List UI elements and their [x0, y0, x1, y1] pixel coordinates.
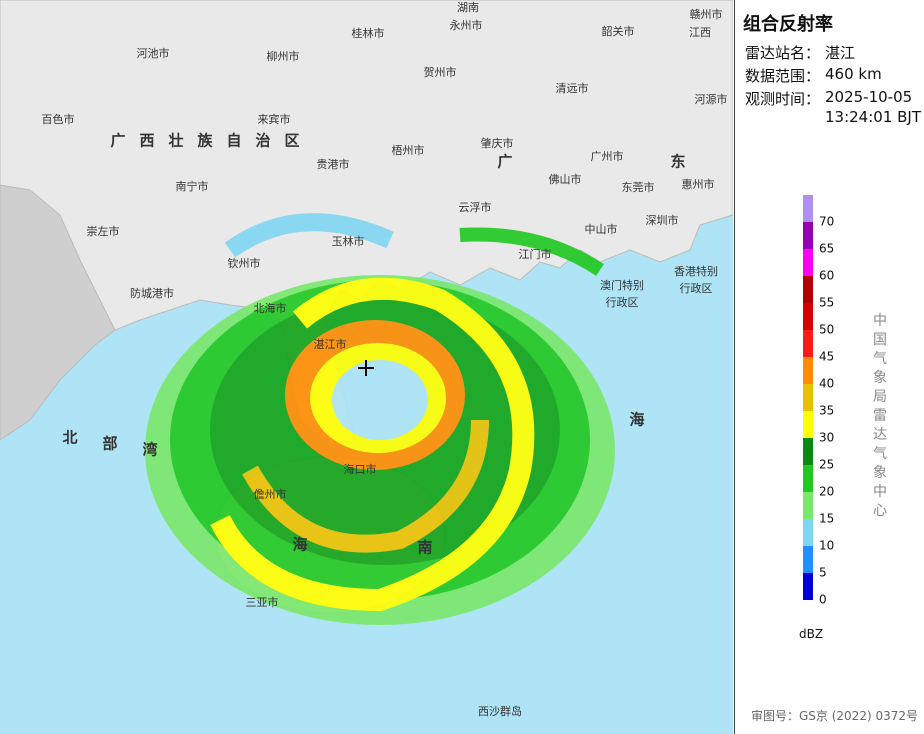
radar-echo — [145, 213, 615, 625]
map-label: 湛江市 — [314, 337, 347, 351]
map-label: 澳门特别 — [600, 278, 644, 292]
legend-swatch — [803, 384, 813, 411]
credit: 审图号：GS京 (2022) 0372号 — [751, 709, 918, 723]
map-label: 佛山市 — [549, 172, 582, 186]
vietnam — [0, 184, 116, 441]
map-label: 南宁市 — [176, 179, 209, 193]
legend-swatch — [803, 195, 813, 222]
legend-tick-label: 40 — [819, 377, 834, 391]
legend-tick-label: 55 — [819, 296, 834, 310]
map-label: 儋州市 — [254, 487, 287, 501]
map-label: 东莞市 — [622, 180, 655, 194]
map-label: 柳州市 — [267, 49, 300, 63]
legend-swatch — [803, 573, 813, 600]
map-label: 河源市 — [695, 92, 728, 106]
info-label: 数据范围： — [745, 67, 821, 85]
sidebar: 组合反射率 雷达站名： 湛江 数据范围： 460 km 观测时间： 2025-10-05 1… — [734, 0, 924, 734]
map-label: 肇庆市 — [481, 136, 514, 150]
map-label: 永州市 — [450, 18, 483, 32]
legend-tick-label: 10 — [819, 539, 834, 553]
map-label: 北 — [62, 429, 77, 447]
info-label: 雷达站名： — [745, 44, 821, 62]
legend-tick-label: 5 — [819, 566, 827, 580]
map-label: 行政区 — [606, 295, 639, 309]
map-label: 湖南 — [457, 1, 479, 14]
legend-tick-label: 45 — [819, 350, 834, 364]
map-label: 桂林市 — [352, 26, 385, 40]
legend-tick-label: 30 — [819, 431, 834, 445]
map-label: 百色市 — [42, 112, 75, 126]
map-label: 深圳市 — [646, 213, 679, 227]
map-label: 玉林市 — [332, 234, 365, 248]
legend-swatch — [803, 357, 813, 384]
map-label: 韶关市 — [602, 24, 635, 38]
info-value: 湛江 — [825, 44, 856, 62]
legend-swatch — [803, 438, 813, 465]
info-value: 2025-10-05 — [825, 88, 913, 106]
legend-unit: dBZ — [799, 627, 824, 641]
legend-tick-label: 70 — [819, 215, 834, 229]
map-label: 云浮市 — [459, 200, 492, 214]
map-label: 来宾市 — [258, 112, 291, 126]
map-label: 清远市 — [556, 81, 589, 95]
map-label: 江门市 — [519, 247, 552, 261]
legend-tick-label: 65 — [819, 242, 834, 256]
map-label: 河池市 — [137, 46, 170, 60]
map-label: 钦州市 — [228, 256, 261, 270]
map-label: 海口市 — [344, 462, 377, 476]
map-label: 行政区 — [680, 281, 713, 295]
info-label: 观测时间： — [745, 90, 821, 108]
map-label: 西沙群岛 — [478, 704, 522, 718]
map-label: 广 — [497, 153, 512, 171]
legend-swatch — [803, 465, 813, 492]
map-label: 南 — [417, 539, 432, 557]
map-label: 贵港市 — [317, 157, 350, 171]
map-label: 北海市 — [254, 301, 287, 315]
info-value: 13:24:01 BJT — [825, 108, 922, 126]
legend-tick-label: 25 — [819, 458, 834, 472]
legend-tick-label: 50 — [819, 323, 834, 337]
map-label: 广西壮族自治区 — [110, 132, 313, 150]
map-label: 部 — [102, 435, 117, 453]
map-label: 惠州市 — [682, 177, 715, 191]
info-value: 460 km — [825, 65, 882, 83]
legend-swatch — [803, 249, 813, 276]
map-label: 崇左市 — [87, 224, 120, 238]
map-label: 三亚市 — [246, 595, 279, 609]
legend-tick-label: 15 — [819, 512, 834, 526]
legend-tick-label: 35 — [819, 404, 834, 418]
map-label: 梧州市 — [392, 143, 425, 157]
legend-swatch — [803, 492, 813, 519]
map-label: 湾 — [142, 441, 157, 459]
map-label: 海 — [292, 536, 307, 554]
map-label: 江西 — [689, 26, 711, 39]
legend-swatch — [803, 222, 813, 249]
map-label: 海 — [629, 411, 644, 429]
map-label: 贺州市 — [424, 65, 457, 79]
map-label: 赣州市 — [690, 7, 723, 21]
radar-site — [358, 360, 374, 376]
map-label: 香港特别 — [674, 264, 718, 278]
legend-swatch — [803, 411, 813, 438]
legend-swatch — [803, 303, 813, 330]
legend-swatch — [803, 330, 813, 357]
legend-tick-label: 20 — [819, 485, 834, 499]
title: 组合反射率 — [743, 14, 833, 35]
legend-swatch — [803, 519, 813, 546]
map-label: 东 — [670, 153, 685, 171]
map-label: 防城港市 — [130, 286, 174, 300]
agency: 中国气象局雷达气象中心 — [873, 313, 887, 519]
legend-swatch — [803, 546, 813, 573]
map-label: 广州市 — [591, 149, 624, 163]
map-label: 中山市 — [585, 222, 618, 236]
legend: 0 5 10 15 20 25 30 35 40 45 50 55 60 65 70 — [803, 195, 834, 607]
legend-tick-label: 0 — [819, 593, 827, 607]
legend-tick-label: 60 — [819, 269, 834, 283]
legend-swatch — [803, 276, 813, 303]
